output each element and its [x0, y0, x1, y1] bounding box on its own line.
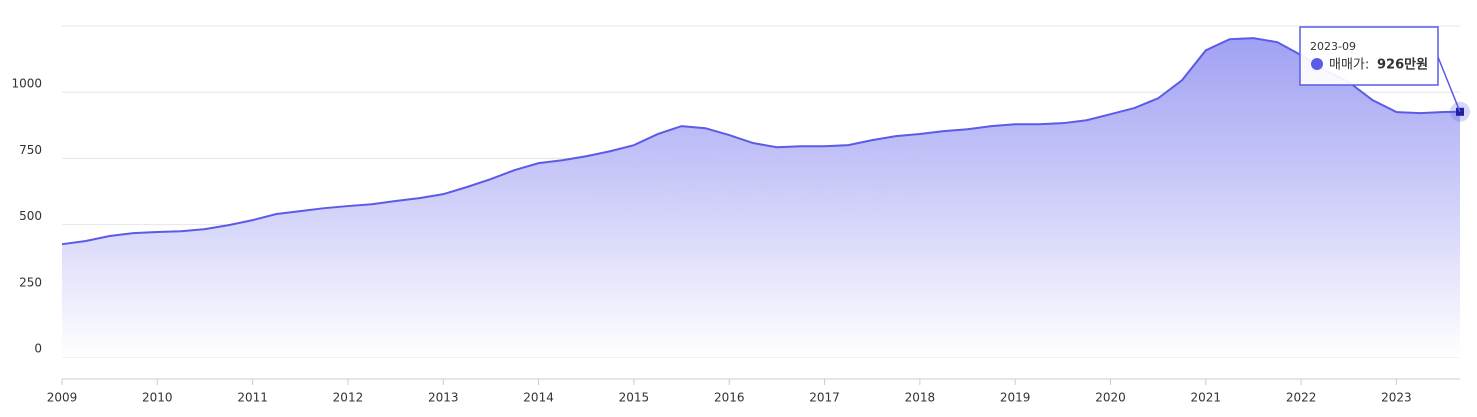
y-tick-label: 500 — [19, 209, 42, 223]
x-tick-label: 2011 — [237, 391, 268, 405]
x-tick-label: 2021 — [1191, 391, 1222, 405]
x-tick-label: 2023 — [1381, 391, 1412, 405]
tooltip-name: 매매가: — [1329, 58, 1369, 73]
tooltip-title: 2023-09 — [1310, 40, 1356, 53]
x-tick-label: 2014 — [523, 391, 554, 405]
x-tick-label: 2022 — [1286, 391, 1317, 405]
y-tick-label: 250 — [19, 275, 42, 289]
x-tick-label: 2020 — [1095, 391, 1126, 405]
x-tick-label: 2019 — [1000, 391, 1031, 405]
x-tick-label: 2013 — [428, 391, 459, 405]
x-tick-label: 2015 — [619, 391, 650, 405]
x-tick-label: 2010 — [142, 391, 173, 405]
x-tick-label: 2016 — [714, 391, 745, 405]
tooltip-value: 926만원 — [1377, 57, 1428, 73]
tooltip-dot — [1311, 58, 1323, 70]
x-tick-label: 2009 — [47, 391, 78, 405]
y-tick-label: 1000 — [11, 77, 42, 91]
y-tick-label: 750 — [19, 143, 42, 157]
line — [61, 37, 1461, 246]
y-tick-label: 0 — [34, 342, 42, 356]
x-tick-label: 2012 — [333, 391, 364, 405]
area — [62, 38, 1460, 358]
x-tick-label: 2017 — [809, 391, 840, 405]
tooltip — [1299, 26, 1439, 86]
tooltip-pointer — [1437, 56, 1461, 113]
x-tick-label: 2018 — [905, 391, 936, 405]
